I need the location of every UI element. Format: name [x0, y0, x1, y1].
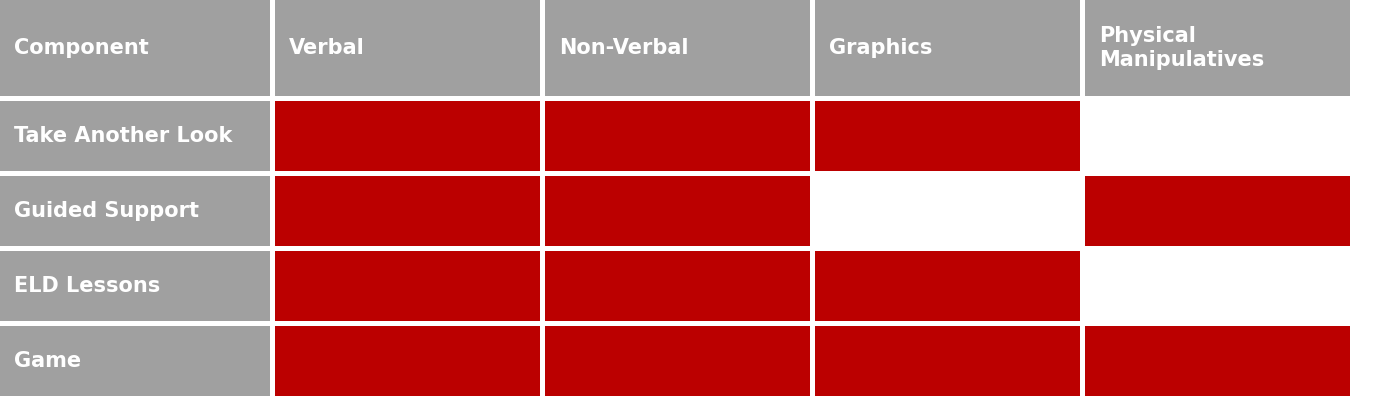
Bar: [815, 251, 1079, 321]
Bar: [1085, 251, 1350, 321]
Text: Guided Support: Guided Support: [14, 201, 199, 221]
Bar: [275, 326, 540, 396]
Bar: [275, 101, 540, 171]
Bar: [1085, 101, 1350, 171]
Bar: [0, 326, 270, 396]
Bar: [1085, 176, 1350, 246]
Text: Physical
Manipulatives: Physical Manipulatives: [1099, 26, 1264, 70]
Bar: [0, 101, 270, 171]
Bar: [815, 176, 1079, 246]
Bar: [544, 251, 810, 321]
Bar: [815, 101, 1079, 171]
Bar: [275, 251, 540, 321]
Bar: [275, 176, 540, 246]
Text: Take Another Look: Take Another Look: [14, 126, 232, 146]
Bar: [0, 251, 270, 321]
Bar: [0, 0, 270, 96]
Bar: [544, 0, 810, 96]
Text: Non-Verbal: Non-Verbal: [560, 38, 689, 58]
Bar: [1085, 0, 1350, 96]
Bar: [544, 101, 810, 171]
Bar: [815, 0, 1079, 96]
Text: Game: Game: [14, 351, 81, 371]
Bar: [275, 0, 540, 96]
Text: Graphics: Graphics: [829, 38, 932, 58]
Text: Component: Component: [14, 38, 148, 58]
Bar: [544, 176, 810, 246]
Bar: [1085, 326, 1350, 396]
Bar: [815, 326, 1079, 396]
Bar: [0, 176, 270, 246]
Bar: [544, 326, 810, 396]
Text: Verbal: Verbal: [289, 38, 364, 58]
Text: ELD Lessons: ELD Lessons: [14, 276, 161, 296]
